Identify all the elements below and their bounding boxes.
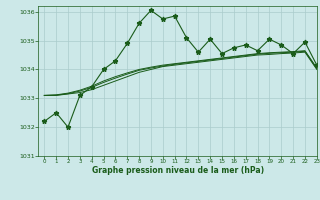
X-axis label: Graphe pression niveau de la mer (hPa): Graphe pression niveau de la mer (hPa) bbox=[92, 166, 264, 175]
